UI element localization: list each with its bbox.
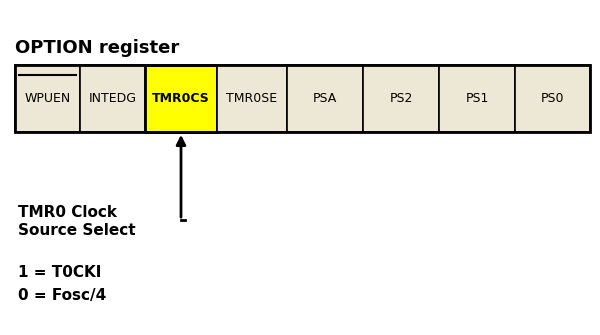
- Bar: [287, 65, 363, 132]
- Bar: [363, 65, 439, 132]
- Text: PS2: PS2: [389, 92, 413, 105]
- Text: 1 = T0CKI: 1 = T0CKI: [18, 265, 101, 280]
- Text: 0 = Fosc/4: 0 = Fosc/4: [18, 288, 106, 303]
- Bar: [15, 65, 590, 132]
- Bar: [217, 65, 287, 132]
- Text: WPUEN: WPUEN: [25, 92, 71, 105]
- Text: TMR0CS: TMR0CS: [152, 92, 210, 105]
- Bar: [15, 65, 80, 132]
- Text: PS0: PS0: [541, 92, 564, 105]
- Bar: [145, 65, 217, 132]
- Text: INTEDG: INTEDG: [89, 92, 137, 105]
- Text: TMR0SE: TMR0SE: [226, 92, 278, 105]
- Text: OPTION register: OPTION register: [15, 39, 179, 57]
- Bar: [515, 65, 590, 132]
- Text: Source Select: Source Select: [18, 223, 136, 238]
- Bar: [439, 65, 515, 132]
- Text: TMR0 Clock: TMR0 Clock: [18, 205, 117, 220]
- Bar: [80, 65, 145, 132]
- Text: PSA: PSA: [313, 92, 337, 105]
- Text: PS1: PS1: [466, 92, 488, 105]
